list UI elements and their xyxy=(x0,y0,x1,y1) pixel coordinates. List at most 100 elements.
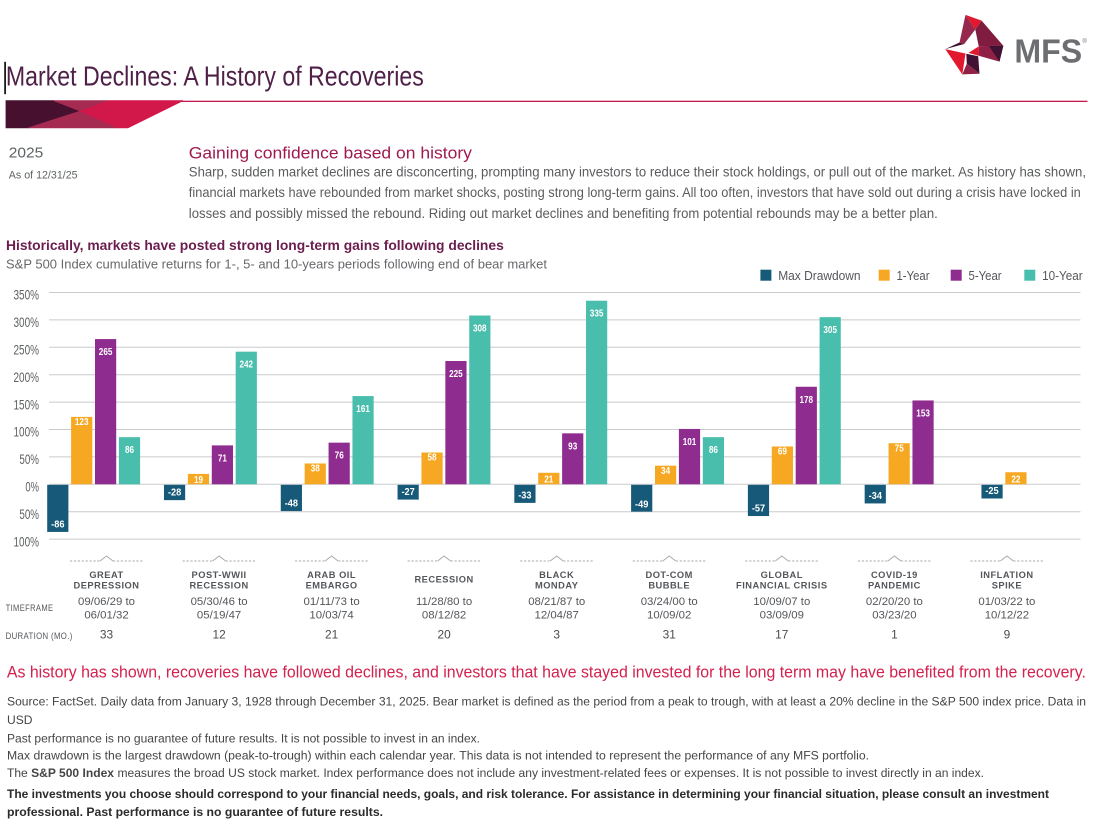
svg-text:MONDAY: MONDAY xyxy=(535,580,579,590)
svg-text:22: 22 xyxy=(1011,473,1020,485)
svg-text:123: 123 xyxy=(75,416,89,428)
svg-text:86: 86 xyxy=(125,444,134,456)
svg-text:100%: 100% xyxy=(14,424,40,440)
svg-text:05/30/46 to: 05/30/46 to xyxy=(191,596,248,608)
svg-text:1-Year: 1-Year xyxy=(897,268,931,283)
svg-text:19: 19 xyxy=(194,474,203,486)
svg-text:-48: -48 xyxy=(285,498,298,510)
svg-text:10-Year: 10-Year xyxy=(1042,268,1083,283)
svg-text:21: 21 xyxy=(325,627,339,641)
svg-text:02/20/20 to: 02/20/20 to xyxy=(866,596,923,608)
svg-text:71: 71 xyxy=(218,452,227,464)
svg-text:10/09/07 to: 10/09/07 to xyxy=(753,596,810,608)
svg-text:86: 86 xyxy=(709,444,718,456)
svg-text:Market Declines: A History of: Market Declines: A History of Recoveries xyxy=(6,60,424,91)
svg-text:RECESSION: RECESSION xyxy=(414,575,473,585)
svg-text:31: 31 xyxy=(663,627,677,641)
svg-text:08/21/87 to: 08/21/87 to xyxy=(528,596,585,608)
svg-text:265: 265 xyxy=(99,346,113,358)
svg-text:01/11/73 to: 01/11/73 to xyxy=(304,596,360,608)
svg-text:-57: -57 xyxy=(752,503,765,515)
svg-text:FINANCIAL CRISIS: FINANCIAL CRISIS xyxy=(736,580,828,590)
svg-text:PANDEMIC: PANDEMIC xyxy=(868,580,921,590)
svg-text:225: 225 xyxy=(449,368,463,380)
svg-text:34: 34 xyxy=(661,465,670,477)
svg-text:200%: 200% xyxy=(14,369,40,385)
svg-text:11/28/80 to: 11/28/80 to xyxy=(416,596,472,608)
svg-text:losses and possibly missed the: losses and possibly missed the rebound. … xyxy=(189,206,938,221)
svg-text:10/12/22: 10/12/22 xyxy=(985,610,1029,622)
svg-text:MFS: MFS xyxy=(1014,33,1082,70)
svg-text:INFLATION: INFLATION xyxy=(980,570,1033,580)
svg-text:COVID-19: COVID-19 xyxy=(871,570,918,580)
svg-text:03/09/09: 03/09/09 xyxy=(760,610,804,622)
svg-text:GLOBAL: GLOBAL xyxy=(761,570,803,580)
svg-text:-28: -28 xyxy=(168,487,181,499)
svg-text:93: 93 xyxy=(568,440,577,452)
svg-text:Max drawdown is the largest dr: Max drawdown is the largest drawdown (pe… xyxy=(7,749,869,763)
svg-text:153: 153 xyxy=(916,408,930,420)
svg-text:50%: 50% xyxy=(19,451,39,467)
svg-text:33: 33 xyxy=(100,627,114,641)
svg-text:-34: -34 xyxy=(869,490,882,502)
svg-text:Sharp, sudden market declines: Sharp, sudden market declines are discon… xyxy=(189,164,1086,179)
svg-text:-49: -49 xyxy=(635,498,648,510)
svg-text:financial markets have rebound: financial markets have rebounded from ma… xyxy=(189,185,1081,200)
svg-text:21: 21 xyxy=(544,474,553,486)
svg-text:69: 69 xyxy=(778,446,787,458)
svg-text:USD: USD xyxy=(7,713,33,727)
svg-text:250%: 250% xyxy=(14,342,40,358)
svg-text:03/24/00 to: 03/24/00 to xyxy=(641,596,698,608)
svg-text:EMBARGO: EMBARGO xyxy=(306,580,358,590)
svg-text:5-Year: 5-Year xyxy=(969,268,1003,283)
svg-text:BUBBLE: BUBBLE xyxy=(648,580,690,590)
svg-text:measures the broad US stock ma: measures the broad US stock market. Inde… xyxy=(114,766,984,780)
svg-text:DEPRESSION: DEPRESSION xyxy=(74,580,140,590)
svg-text:GREAT: GREAT xyxy=(89,570,123,580)
svg-text:10/09/02: 10/09/02 xyxy=(647,610,691,622)
svg-text:S&P 500 Index cumulative retur: S&P 500 Index cumulative returns for 1-,… xyxy=(6,256,547,271)
svg-text:-33: -33 xyxy=(518,490,531,502)
svg-text:150%: 150% xyxy=(14,396,40,412)
svg-text:9: 9 xyxy=(1004,627,1011,641)
svg-text:The investments you choose sho: The investments you choose should corres… xyxy=(7,787,1049,801)
svg-text:75: 75 xyxy=(895,442,904,454)
svg-text:58: 58 xyxy=(427,452,436,464)
svg-text:100%: 100% xyxy=(14,533,40,549)
svg-text:TIMEFRAME: TIMEFRAME xyxy=(6,603,54,613)
svg-text:BLACK: BLACK xyxy=(539,570,574,580)
svg-text:0%: 0% xyxy=(25,479,39,495)
svg-text:Past performance is no guarant: Past performance is no guarantee of futu… xyxy=(7,732,480,746)
svg-text:101: 101 xyxy=(683,436,697,448)
svg-text:ARAB OIL: ARAB OIL xyxy=(307,570,356,580)
svg-text:DOT-COM: DOT-COM xyxy=(645,570,692,580)
svg-text:RECESSION: RECESSION xyxy=(189,580,248,590)
svg-text:05/19/47: 05/19/47 xyxy=(197,610,241,622)
svg-text:2025: 2025 xyxy=(9,145,44,161)
svg-text:SPIKE: SPIKE xyxy=(992,580,1022,590)
svg-text:Max Drawdown: Max Drawdown xyxy=(778,268,860,283)
svg-text:3: 3 xyxy=(553,627,560,641)
svg-text:S&P 500 Index: S&P 500 Index xyxy=(31,766,114,780)
svg-text:-27: -27 xyxy=(401,486,414,498)
svg-text:01/03/22 to: 01/03/22 to xyxy=(978,596,1035,608)
svg-text:Historically, markets have pos: Historically, markets have posted strong… xyxy=(6,237,504,253)
svg-text:The: The xyxy=(7,766,31,780)
svg-text:06/01/32: 06/01/32 xyxy=(84,610,128,622)
svg-text:POST-WWII: POST-WWII xyxy=(192,570,247,580)
svg-text:-86: -86 xyxy=(51,519,64,531)
svg-text:10/03/74: 10/03/74 xyxy=(309,610,353,622)
svg-text:As of 12/31/25: As of 12/31/25 xyxy=(9,170,78,182)
svg-text:Source: FactSet. Daily data fr: Source: FactSet. Daily data from January… xyxy=(7,694,1086,708)
svg-text:09/06/29 to: 09/06/29 to xyxy=(78,596,135,608)
svg-text:178: 178 xyxy=(800,394,814,406)
svg-text:12/04/87: 12/04/87 xyxy=(535,610,579,622)
svg-text:300%: 300% xyxy=(14,314,40,330)
svg-text:professional. Past performance: professional. Past performance is no gua… xyxy=(7,805,383,819)
svg-text:350%: 350% xyxy=(14,287,40,303)
svg-text:DURATION (MO.): DURATION (MO.) xyxy=(6,631,73,641)
svg-text:161: 161 xyxy=(356,403,370,415)
svg-text:08/12/82: 08/12/82 xyxy=(422,610,466,622)
svg-text:50%: 50% xyxy=(19,506,39,522)
svg-text:Gaining confidence based on hi: Gaining confidence based on history xyxy=(189,143,473,162)
